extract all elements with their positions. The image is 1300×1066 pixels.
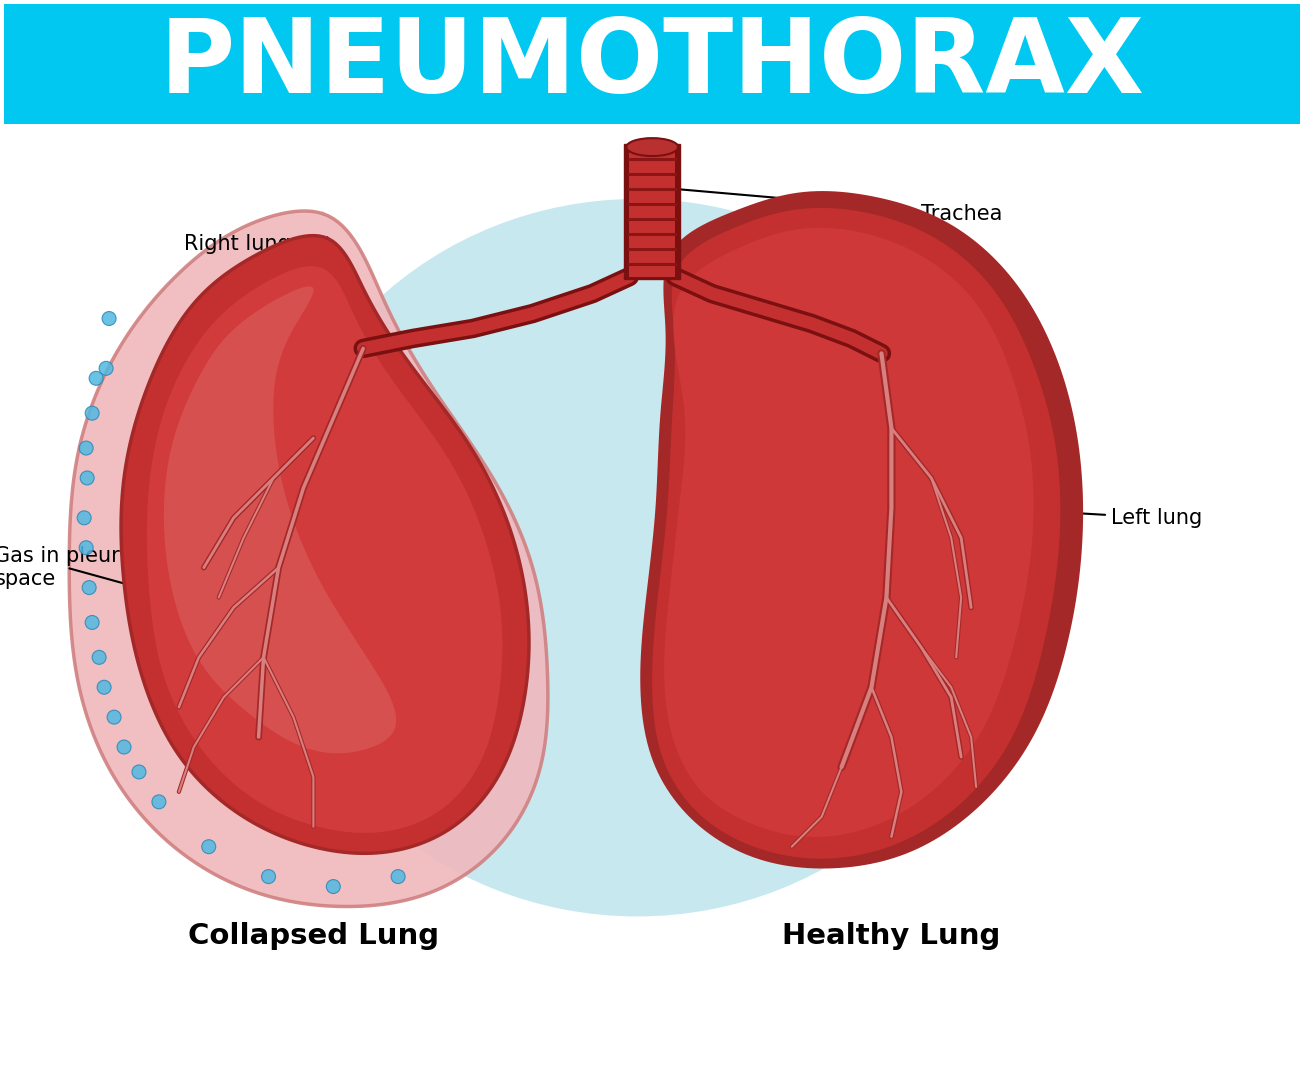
Text: Left lung: Left lung [989, 507, 1202, 528]
Polygon shape [164, 287, 396, 754]
Text: Trachea: Trachea [677, 189, 1002, 224]
Ellipse shape [86, 615, 99, 629]
Ellipse shape [391, 870, 406, 884]
Ellipse shape [77, 511, 91, 524]
Polygon shape [121, 236, 529, 853]
Ellipse shape [86, 406, 99, 420]
Polygon shape [624, 144, 680, 278]
Ellipse shape [79, 540, 94, 554]
Ellipse shape [152, 795, 166, 809]
Polygon shape [69, 211, 547, 906]
Text: Right lung: Right lung [183, 233, 335, 307]
Ellipse shape [261, 870, 276, 884]
Ellipse shape [627, 139, 679, 156]
Ellipse shape [326, 879, 341, 893]
Polygon shape [629, 147, 675, 277]
Ellipse shape [79, 441, 94, 455]
Ellipse shape [133, 765, 146, 779]
Ellipse shape [81, 471, 94, 485]
Text: Healthy Lung: Healthy Lung [783, 922, 1001, 951]
Ellipse shape [103, 311, 116, 325]
Ellipse shape [117, 740, 131, 754]
Polygon shape [642, 193, 1082, 867]
Ellipse shape [90, 371, 103, 385]
FancyBboxPatch shape [4, 3, 1300, 124]
Polygon shape [147, 266, 502, 833]
Ellipse shape [98, 680, 111, 694]
Polygon shape [653, 208, 1061, 859]
Ellipse shape [202, 840, 216, 854]
Text: PNEUMOTHORAX: PNEUMOTHORAX [160, 14, 1145, 115]
Ellipse shape [92, 650, 107, 664]
Text: Gas in pleural
space: Gas in pleural space [0, 546, 139, 589]
Text: Collapsed Lung: Collapsed Lung [187, 922, 439, 951]
Ellipse shape [264, 199, 1011, 917]
Ellipse shape [99, 361, 113, 375]
Polygon shape [664, 228, 1034, 837]
Ellipse shape [107, 710, 121, 724]
Ellipse shape [82, 581, 96, 595]
